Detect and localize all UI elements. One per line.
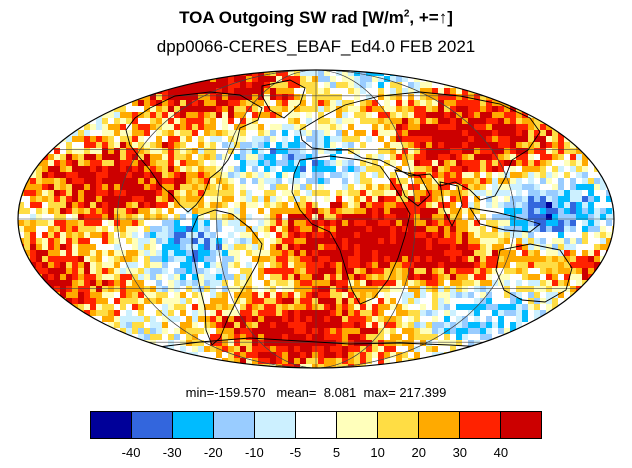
plot-title: TOA Outgoing SW rad [W/m2, +=↑] (0, 8, 632, 28)
title-text: TOA Outgoing SW rad [W/m (179, 8, 404, 27)
colorbar-swatch (501, 412, 541, 438)
colorbar-tick-label: 10 (370, 445, 385, 460)
max-value: 217.399 (399, 385, 447, 400)
colorbar-swatch (91, 412, 132, 438)
colorbar-tick-label: -30 (162, 445, 182, 460)
colorbar-swatch (378, 412, 419, 438)
title-superscript: 2 (403, 8, 410, 20)
colorbar-swatch (337, 412, 378, 438)
colorbar-tick-label: 5 (332, 445, 341, 460)
coastlines (125, 79, 573, 353)
colorbar-tick-label: 20 (411, 445, 426, 460)
mean-value: 8.081 (323, 385, 357, 400)
coast-arabia-india (394, 169, 463, 228)
mean-label: mean= (276, 385, 317, 400)
longitude-line (216, 70, 416, 368)
coast-eurasia (299, 91, 541, 201)
coast-north-america (125, 91, 263, 213)
colorbar-tick-label: -40 (121, 445, 141, 460)
min-label: min= (185, 385, 215, 400)
colorbar-swatch (255, 412, 296, 438)
field-statistics: min=-159.570 mean= 8.081 max= 217.399 (0, 385, 632, 400)
coast-africa (291, 155, 411, 305)
colorbar-tick-labels: -40 -30 -20 -10 -5 5 10 20 30 40 (90, 445, 542, 463)
colorbar-swatch (132, 412, 173, 438)
plot-subtitle: dpp0066-CERES_EBAF_Ed4.0 FEB 2021 (156, 37, 476, 56)
colorbar-swatch (460, 412, 501, 438)
mollweide-map (17, 69, 615, 369)
colorbar-swatch (173, 412, 214, 438)
colorbar-swatch (419, 412, 460, 438)
min-value: -159.570 (214, 385, 266, 400)
coast-greenland (261, 79, 306, 119)
colorbar-tick-label: 30 (452, 445, 468, 460)
colorbar-tick-label: 40 (493, 445, 509, 460)
title-tail: , +=↑] (409, 8, 453, 27)
longitude-line (117, 70, 515, 368)
colorbar-tick-label: -10 (244, 445, 264, 460)
colorbar (90, 411, 542, 439)
map-panel (17, 69, 615, 369)
colorbar-swatch (296, 412, 337, 438)
coast-indonesia (469, 207, 541, 233)
colorbar-tick-label: -5 (289, 445, 302, 460)
coast-south-america (191, 209, 263, 346)
coast-australia (495, 243, 573, 303)
map-border (17, 69, 615, 369)
colorbar-tick-label: -20 (203, 445, 223, 460)
max-label: max= (363, 385, 396, 400)
colorbar-swatch (214, 412, 255, 438)
